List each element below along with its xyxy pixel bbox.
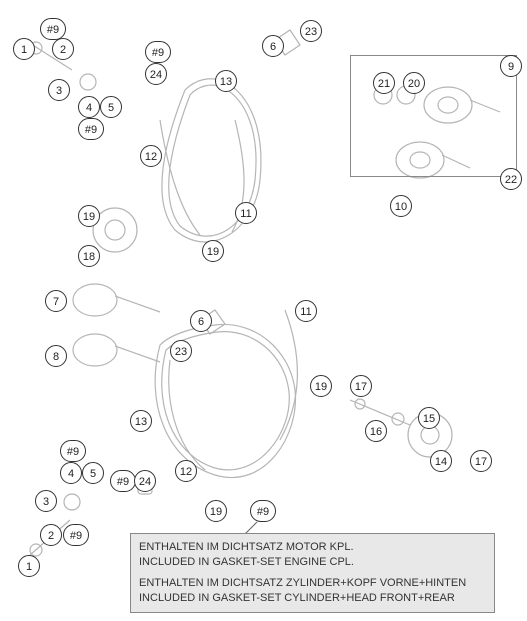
callout-5: 5	[100, 96, 122, 118]
callout-hash9: #9	[78, 118, 104, 140]
callout-15: 15	[418, 407, 440, 429]
callout-hash9: #9	[145, 41, 171, 63]
diagram-canvas: ENTHALTEN IM DICHTSATZ MOTOR KPL. INCLUD…	[0, 0, 527, 621]
callout-hash9: #9	[250, 500, 276, 522]
callout-24: 24	[145, 63, 167, 85]
callout-19: 19	[78, 205, 100, 227]
callout-hash9: #9	[40, 18, 66, 40]
callout-13: 13	[215, 70, 237, 92]
callout-6: 6	[190, 310, 212, 332]
callout-19: 19	[205, 500, 227, 522]
callout-19: 19	[310, 375, 332, 397]
callout-11: 11	[235, 202, 257, 224]
callout-3: 3	[35, 490, 57, 512]
callout-hash9: #9	[63, 524, 89, 546]
callout-10: 10	[390, 195, 412, 217]
callout-24: 24	[134, 470, 156, 492]
callout-22: 22	[500, 168, 522, 190]
note-line: ENTHALTEN IM DICHTSATZ MOTOR KPL.	[139, 540, 486, 555]
callout-7: 7	[45, 290, 67, 312]
note-line: ENTHALTEN IM DICHTSATZ ZYLINDER+KOPF VOR…	[139, 576, 486, 591]
callout-11: 11	[295, 300, 317, 322]
note-line: INCLUDED IN GASKET-SET CYLINDER+HEAD FRO…	[139, 591, 486, 606]
inset-box-9	[350, 55, 517, 177]
callout-17: 17	[470, 450, 492, 472]
callout-4: 4	[78, 96, 100, 118]
callout-3: 3	[48, 79, 70, 101]
callout-20: 20	[403, 72, 425, 94]
callout-2: 2	[40, 524, 62, 546]
callout-6: 6	[262, 35, 284, 57]
callout-17: 17	[350, 375, 372, 397]
callout-12: 12	[175, 460, 197, 482]
callout-4: 4	[60, 462, 82, 484]
callout-1: 1	[18, 555, 40, 577]
callout-23: 23	[300, 20, 322, 42]
callout-19: 19	[202, 240, 224, 262]
callout-13: 13	[130, 410, 152, 432]
callout-9: 9	[500, 55, 522, 77]
callout-21: 21	[373, 72, 395, 94]
gasket-note-box: ENTHALTEN IM DICHTSATZ MOTOR KPL. INCLUD…	[130, 533, 495, 613]
callout-14: 14	[430, 450, 452, 472]
callout-1: 1	[13, 38, 35, 60]
callout-23: 23	[170, 340, 192, 362]
callout-5: 5	[82, 462, 104, 484]
callout-hash9: #9	[110, 470, 136, 492]
callout-16: 16	[365, 420, 387, 442]
callout-8: 8	[45, 345, 67, 367]
callout-12: 12	[140, 145, 162, 167]
callout-hash9: #9	[60, 440, 86, 462]
note-line: INCLUDED IN GASKET-SET ENGINE CPL.	[139, 555, 486, 570]
callout-2: 2	[52, 38, 74, 60]
callout-18: 18	[78, 245, 100, 267]
